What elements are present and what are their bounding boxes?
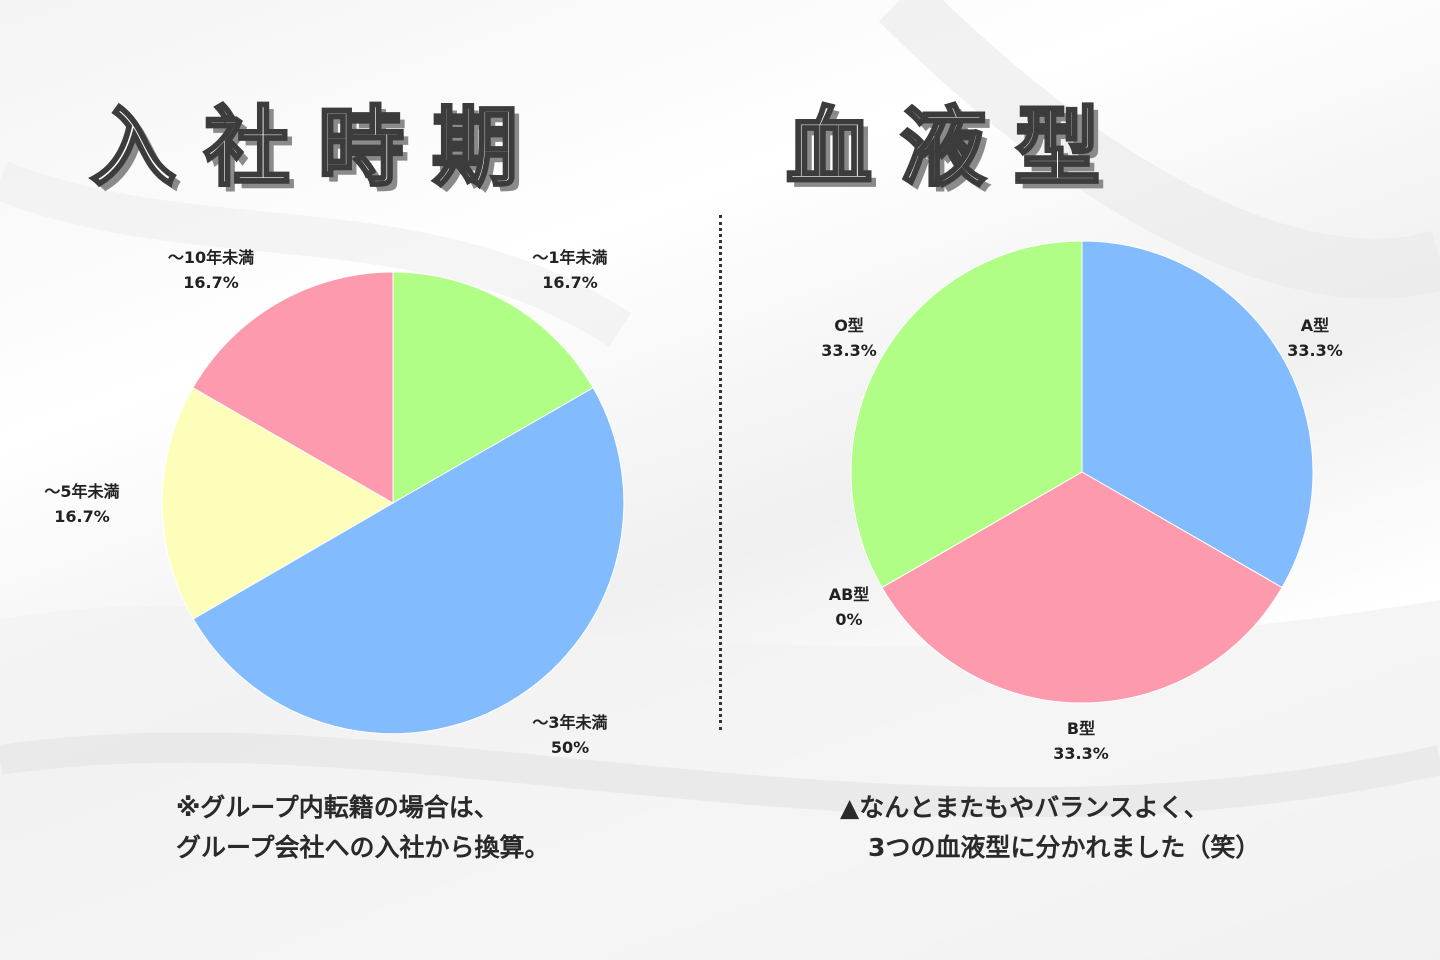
- label-under-1-year: ～1年未満 16.7%: [532, 248, 608, 292]
- pie-slice-0-3: [192, 271, 394, 504]
- pie-slice-1-0: [1081, 240, 1314, 589]
- note-transfer: ※グループ内転籍の場合は、 グループ会社への入社から換算。: [176, 793, 550, 862]
- pie-slice-0-2: [161, 387, 394, 620]
- label-under-3-years: ～3年未満 50%: [532, 713, 608, 757]
- label-under-10-years: ～10年未満 16.7%: [167, 248, 255, 292]
- heading-blood-type: 血液型: [785, 98, 1128, 198]
- label-type-b: B型 33.3%: [1053, 719, 1109, 763]
- label-type-o: O型 33.3%: [821, 316, 877, 360]
- note-balance: ▲なんとまたもやバランスよく、 3つの血液型に分かれました（笑）: [840, 793, 1261, 862]
- pie-join-period: [161, 271, 625, 735]
- pie-slice-0-0: [392, 271, 594, 504]
- label-under-5-years: ～5年未満 16.7%: [44, 482, 120, 526]
- pie-slice-0-1: [192, 387, 625, 735]
- pie-blood-type: [850, 240, 1314, 704]
- pie-slice-1-1: [881, 471, 1283, 704]
- label-type-ab: AB型 0%: [828, 585, 870, 629]
- heading-join-period: 入社時期: [89, 98, 546, 198]
- pie-slice-1-3: [850, 240, 1083, 589]
- dotted-divider: [719, 215, 722, 730]
- label-type-a: A型 33.3%: [1287, 316, 1343, 360]
